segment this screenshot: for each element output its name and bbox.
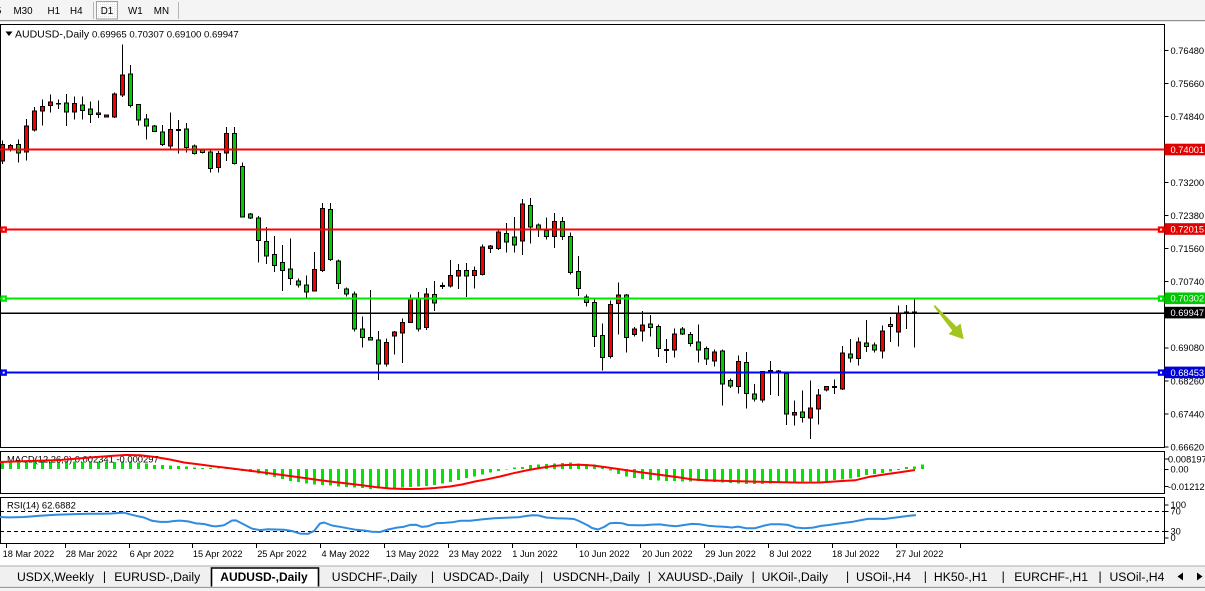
- svg-text:|: |: [103, 570, 106, 584]
- svg-text:18 Jul 2022: 18 Jul 2022: [832, 549, 880, 559]
- svg-text:H4: H4: [70, 6, 83, 17]
- svg-text:0.68453: 0.68453: [1171, 368, 1205, 378]
- svg-text:|: |: [540, 570, 543, 584]
- svg-text:0: 0: [1171, 533, 1176, 543]
- svg-text:|: |: [752, 570, 755, 584]
- svg-text:EURUSD-,Daily: EURUSD-,Daily: [114, 570, 201, 584]
- svg-text:H1: H1: [48, 6, 61, 17]
- svg-text:0.00: 0.00: [1171, 465, 1189, 475]
- svg-text:W1: W1: [128, 6, 143, 17]
- svg-text:28 Mar 2022: 28 Mar 2022: [66, 549, 118, 559]
- svg-text:23 May 2022: 23 May 2022: [449, 549, 502, 559]
- svg-text:HK50-,H1: HK50-,H1: [934, 570, 988, 584]
- svg-text:MN: MN: [154, 6, 169, 17]
- svg-text:AUDUSD-,Daily: AUDUSD-,Daily: [220, 570, 308, 584]
- svg-text:EURCHF-,H1: EURCHF-,H1: [1014, 570, 1088, 584]
- svg-text:USDCNH-,Daily: USDCNH-,Daily: [553, 570, 641, 584]
- svg-text:0.66620: 0.66620: [1171, 442, 1205, 452]
- svg-text:0.008197: 0.008197: [1168, 454, 1205, 464]
- svg-text:D1: D1: [101, 6, 114, 17]
- svg-text:0.69965 0.70307 0.69100 0.6994: 0.69965 0.70307 0.69100 0.69947: [92, 30, 239, 41]
- svg-text:10 Jun 2022: 10 Jun 2022: [579, 549, 630, 559]
- svg-text:0.69947: 0.69947: [1171, 308, 1205, 318]
- svg-text:|: |: [846, 570, 849, 584]
- svg-text:5: 5: [0, 6, 2, 17]
- svg-text:USDCAD-,Daily: USDCAD-,Daily: [443, 570, 530, 584]
- svg-text:25 Apr 2022: 25 Apr 2022: [257, 549, 307, 559]
- svg-text:0.72015: 0.72015: [1171, 224, 1205, 234]
- svg-text:20 Jun 2022: 20 Jun 2022: [642, 549, 693, 559]
- svg-text:6 Apr 2022: 6 Apr 2022: [130, 549, 174, 559]
- svg-text:M30: M30: [14, 6, 34, 17]
- svg-text:|: |: [431, 570, 434, 584]
- svg-text:0.67440: 0.67440: [1171, 409, 1205, 419]
- svg-text:0.71560: 0.71560: [1171, 244, 1205, 254]
- svg-text:0.74001: 0.74001: [1171, 145, 1205, 155]
- svg-text:|: |: [1002, 570, 1005, 584]
- svg-text:30: 30: [1171, 527, 1181, 537]
- svg-text:|: |: [924, 570, 927, 584]
- svg-text:0.72380: 0.72380: [1171, 211, 1205, 221]
- svg-text:8 Jul 2022: 8 Jul 2022: [769, 549, 811, 559]
- svg-text:0.70302: 0.70302: [1171, 294, 1205, 304]
- svg-text:29 Jun 2022: 29 Jun 2022: [705, 549, 756, 559]
- svg-text:USDCHF-,Daily: USDCHF-,Daily: [332, 570, 418, 584]
- svg-text:18 Mar 2022: 18 Mar 2022: [3, 549, 55, 559]
- svg-text:13 May 2022: 13 May 2022: [386, 549, 439, 559]
- svg-text:100: 100: [1171, 500, 1187, 510]
- svg-text:0.73200: 0.73200: [1171, 178, 1205, 188]
- svg-text:0.68260: 0.68260: [1171, 376, 1205, 386]
- svg-text:AUDUSD-,Daily: AUDUSD-,Daily: [15, 29, 90, 41]
- svg-text:27 Jul 2022: 27 Jul 2022: [896, 549, 944, 559]
- svg-text:0.70740: 0.70740: [1171, 277, 1205, 287]
- svg-text:0.74840: 0.74840: [1171, 112, 1205, 122]
- svg-text:|: |: [1099, 570, 1102, 584]
- svg-text:USDX,Weekly: USDX,Weekly: [17, 570, 95, 584]
- svg-text:XAUUSD-,Daily: XAUUSD-,Daily: [658, 570, 744, 584]
- svg-text:-0.01212: -0.01212: [1168, 482, 1205, 492]
- svg-text:0.76480: 0.76480: [1171, 46, 1205, 56]
- svg-text:UKOil-,Daily: UKOil-,Daily: [762, 570, 829, 584]
- svg-text:1 Jun 2022: 1 Jun 2022: [512, 549, 557, 559]
- svg-text:70: 70: [1171, 507, 1181, 517]
- svg-text:RSI(14) 62.6882: RSI(14) 62.6882: [7, 500, 76, 511]
- svg-text:USOil-,H4: USOil-,H4: [1110, 570, 1165, 584]
- svg-text:15 Apr 2022: 15 Apr 2022: [193, 549, 243, 559]
- svg-text:|: |: [648, 570, 651, 584]
- svg-text:0.75660: 0.75660: [1171, 79, 1205, 89]
- svg-text:4 May 2022: 4 May 2022: [322, 549, 370, 559]
- svg-text:0.69080: 0.69080: [1171, 343, 1205, 353]
- svg-text:USOil-,H4: USOil-,H4: [856, 570, 911, 584]
